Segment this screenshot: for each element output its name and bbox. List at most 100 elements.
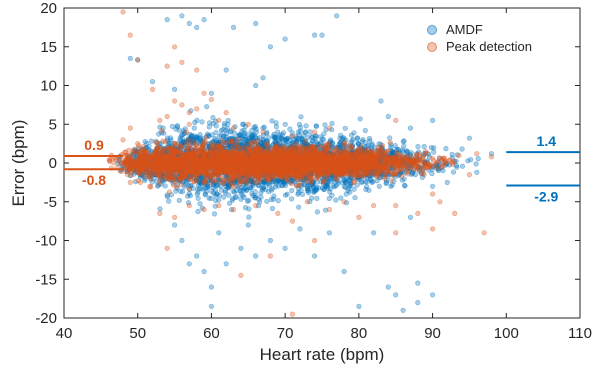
amdf-point	[133, 150, 139, 156]
amdf-point	[165, 172, 171, 178]
amdf-point	[169, 123, 175, 129]
amdf-point	[145, 161, 151, 167]
amdf-point	[151, 164, 158, 170]
amdf-point	[137, 152, 143, 158]
amdf-point	[158, 149, 165, 155]
amdf-point	[137, 166, 143, 172]
amdf-point	[129, 152, 135, 158]
amdf-point	[168, 168, 174, 174]
peak-detection-point	[202, 158, 208, 164]
amdf-point	[157, 159, 163, 165]
amdf-point	[253, 129, 260, 135]
peak-detection-point	[255, 164, 262, 170]
amdf-point	[149, 169, 155, 175]
peak-detection-point	[186, 186, 192, 192]
amdf-point	[161, 177, 167, 183]
amdf-point	[154, 183, 161, 189]
amdf-point	[167, 155, 173, 161]
amdf-point	[206, 124, 212, 130]
peak-detection-point	[203, 176, 209, 183]
amdf-point	[166, 142, 172, 148]
amdf-point	[246, 206, 252, 212]
amdf-point	[132, 179, 138, 185]
peak-detection-point	[235, 136, 241, 143]
amdf-point-outlier	[194, 24, 200, 31]
amdf-point	[347, 189, 353, 195]
amdf-point	[142, 139, 148, 145]
amdf-point	[167, 140, 173, 146]
amdf-point	[146, 155, 152, 161]
peak-detection-point	[216, 143, 222, 149]
amdf-point	[164, 192, 170, 198]
amdf-point	[162, 157, 168, 163]
amdf-point	[159, 177, 165, 183]
amdf-point	[160, 125, 166, 131]
amdf-point	[341, 184, 348, 190]
amdf-point	[168, 147, 174, 153]
amdf-point	[144, 164, 150, 170]
amdf-point	[166, 172, 173, 178]
amdf-point	[283, 137, 289, 143]
amdf-point	[148, 148, 154, 154]
amdf-point	[295, 191, 301, 197]
amdf-point	[227, 200, 233, 206]
amdf-point	[166, 152, 173, 158]
amdf-point	[144, 162, 150, 168]
amdf-point	[167, 157, 173, 163]
amdf-point	[354, 135, 360, 141]
amdf-point	[140, 163, 146, 169]
amdf-point	[158, 173, 165, 179]
amdf-point	[116, 158, 122, 164]
amdf-point	[149, 158, 155, 165]
peak-detection-point	[107, 158, 113, 165]
amdf-point	[132, 161, 138, 167]
amdf-point	[139, 161, 145, 167]
amdf-point	[155, 153, 161, 159]
amdf-point	[159, 178, 165, 184]
amdf-point	[158, 153, 164, 159]
amdf-point	[131, 171, 137, 177]
amdf-point	[276, 137, 282, 144]
amdf-point	[133, 156, 140, 162]
amdf-point	[142, 154, 148, 160]
amdf-point	[157, 158, 163, 164]
amdf-point	[269, 118, 275, 124]
amdf-point	[144, 140, 150, 147]
amdf-point	[431, 149, 437, 155]
amdf-point	[136, 145, 142, 152]
peak-detection-point	[153, 157, 159, 163]
amdf-point	[296, 204, 302, 210]
amdf-point	[151, 171, 157, 177]
amdf-point	[157, 158, 163, 164]
amdf-point-outlier	[216, 230, 222, 236]
amdf-point	[313, 123, 319, 129]
amdf-point	[157, 165, 164, 171]
peak-detection-point	[125, 156, 131, 162]
peak-detection-point	[195, 171, 201, 177]
amdf-point	[351, 130, 357, 136]
peak-detection-point	[248, 171, 254, 178]
amdf-point	[154, 150, 160, 156]
amdf-point	[131, 147, 137, 153]
peak-detection-point	[166, 153, 172, 160]
amdf-point-outlier	[172, 86, 178, 92]
amdf-point	[132, 169, 138, 175]
peak-detection-point	[210, 143, 216, 149]
amdf-point-outlier	[474, 169, 480, 175]
amdf-point	[168, 158, 174, 164]
amdf-point	[143, 152, 149, 158]
amdf-point	[148, 163, 154, 169]
amdf-point-outlier	[466, 135, 473, 141]
amdf-point-outlier	[164, 17, 170, 23]
amdf-point	[338, 195, 344, 201]
amdf-point	[125, 158, 131, 164]
amdf-point-outlier	[208, 90, 214, 96]
amdf-point	[209, 132, 215, 138]
amdf-point	[415, 144, 421, 150]
amdf-point	[129, 158, 135, 164]
amdf-point	[165, 144, 171, 150]
amdf-point	[143, 161, 149, 167]
amdf-point	[131, 162, 137, 168]
amdf-point	[151, 166, 157, 172]
amdf-point	[131, 157, 137, 163]
